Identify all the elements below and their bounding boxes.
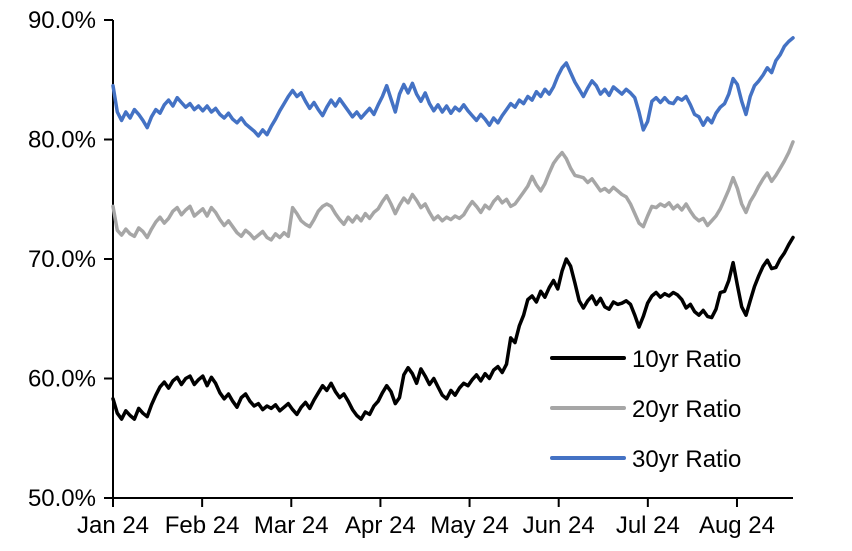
x-axis-tick-label: Aug 24 <box>699 512 775 539</box>
y-axis-tick-label: 70.0% <box>28 246 96 273</box>
legend-label-30yr-ratio: 30yr Ratio <box>632 446 741 473</box>
series-line-30yr-ratio <box>111 36 795 138</box>
series-line-20yr-ratio <box>111 140 795 242</box>
x-axis-tick-label: Jun 24 <box>523 512 595 539</box>
x-axis-tick-label: May 24 <box>430 512 509 539</box>
x-axis-tick-label: Jul 24 <box>616 512 680 539</box>
y-axis-tick-label: 60.0% <box>28 366 96 393</box>
series-line-10yr-ratio <box>111 235 795 421</box>
x-axis-tick-label: Feb 24 <box>165 512 240 539</box>
x-axis-tick-label: Apr 24 <box>345 512 416 539</box>
x-axis-tick-label: Mar 24 <box>254 512 329 539</box>
legend-label-20yr-ratio: 20yr Ratio <box>632 396 741 423</box>
y-axis-tick-label: 90.0% <box>28 7 96 34</box>
legend-label-10yr-ratio: 10yr Ratio <box>632 346 741 373</box>
x-axis-tick-label: Jan 24 <box>77 512 149 539</box>
y-axis-tick-label: 50.0% <box>28 485 96 512</box>
y-axis-tick-label: 80.0% <box>28 127 96 154</box>
